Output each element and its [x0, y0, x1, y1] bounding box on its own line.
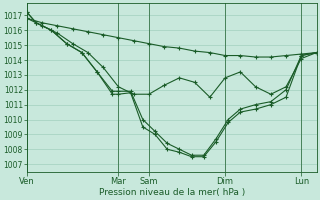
X-axis label: Pression niveau de la mer( hPa ): Pression niveau de la mer( hPa ) [99, 188, 245, 197]
